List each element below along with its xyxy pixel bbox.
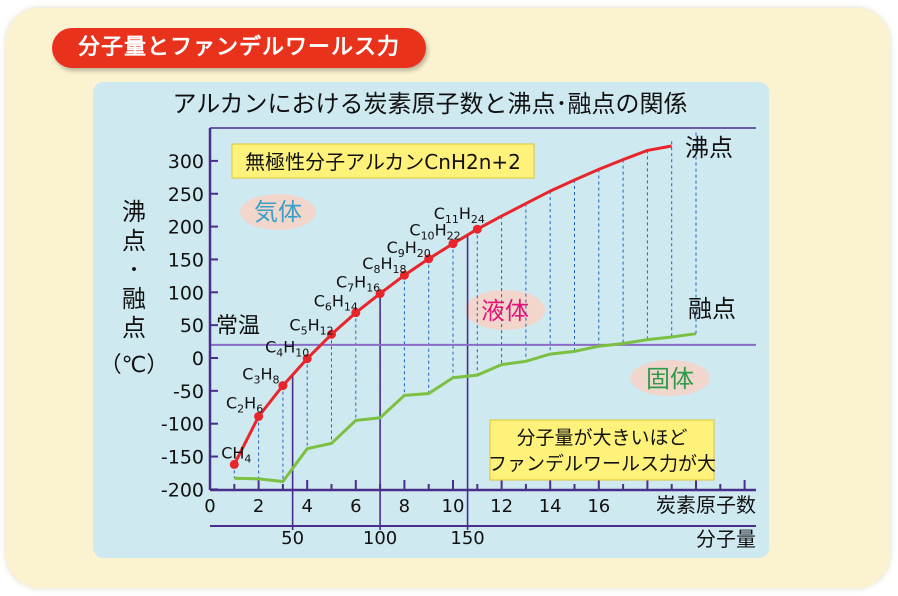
liquid-oval	[465, 290, 545, 330]
formula-label: C5H12	[289, 315, 333, 337]
melting-series-label: 融点	[688, 295, 736, 323]
x-tick-label: 8	[399, 496, 410, 517]
formula-box	[231, 143, 535, 179]
room-temperature-label: 常温	[216, 314, 260, 339]
y-tick-label: 200	[168, 217, 204, 239]
y-axis-title-char: 点	[122, 314, 146, 342]
y-tick-label: 50	[180, 315, 204, 337]
y-tick-label: -100	[161, 414, 204, 436]
x2-tick-label: 100	[363, 528, 397, 549]
note-line-1: 分子量が大きいほど	[516, 427, 687, 449]
formula-label: CH4	[221, 443, 251, 465]
x-tick-label: 6	[350, 496, 361, 517]
boiling-point-marker	[327, 329, 336, 339]
boiling-point-marker	[448, 239, 458, 249]
formula-label: C9H20	[387, 238, 431, 260]
x-tick-label: 2	[253, 496, 264, 517]
boiling-point-marker	[351, 308, 361, 318]
x-axis-title: 炭素原子数	[656, 493, 756, 517]
boiling-series-label: 沸点	[685, 134, 733, 162]
y-axis-title-char: ･	[128, 256, 140, 284]
boiling-point-marker	[375, 289, 385, 299]
y-axis-title-char: 融	[122, 285, 146, 313]
formula-label: C8H18	[362, 254, 406, 276]
melting-point-line	[234, 332, 697, 484]
boiling-point-marker	[302, 354, 312, 364]
note-line-2: ファンデルワールス力が大	[488, 453, 716, 475]
x2-tick-label: 150	[450, 528, 484, 549]
x-tick-label: 4	[301, 496, 312, 517]
phase-label-liquid: 液体	[481, 297, 529, 325]
x-tick-label: 12	[490, 496, 513, 517]
y-tick-label: 100	[168, 282, 204, 304]
formula-label: C4H10	[265, 338, 309, 360]
chart-title: アルカンにおける炭素原子数と沸点･融点の関係	[172, 90, 688, 118]
y-axis-title-char: 点	[122, 227, 146, 255]
y-tick-label: 150	[168, 249, 204, 271]
y-tick-label: -50	[173, 381, 204, 403]
x-tick-label: 16	[587, 496, 610, 517]
x2-tick-label: 50	[281, 528, 304, 549]
x-tick-label: 0	[204, 496, 215, 517]
x-tick-label: 10	[442, 496, 465, 517]
boiling-point-marker	[278, 381, 288, 391]
x-tick-label: 14	[539, 496, 562, 517]
formula-label: C11H24	[434, 204, 485, 226]
formula-label: C7H16	[336, 273, 380, 295]
formula-label: C3H8	[242, 365, 279, 387]
phase-label-gas: 気体	[254, 198, 302, 226]
topic-tag: 分子量とファンデルワールス力	[52, 28, 427, 68]
formula-box-text: 無極性分子アルカンCnH2n+2	[245, 150, 521, 174]
gas-oval	[240, 194, 316, 230]
formula-label: C6H14	[314, 292, 358, 314]
solid-oval	[630, 360, 710, 396]
boiling-point-marker	[229, 459, 239, 469]
boiling-point-marker	[424, 254, 434, 264]
formula-label: C2H6	[226, 393, 263, 415]
y-axis-unit: （℃）	[100, 353, 169, 378]
x2-axis-title: 分子量	[696, 527, 756, 551]
y-tick-label: -150	[161, 447, 204, 469]
boiling-point-marker	[399, 270, 409, 280]
y-tick-label: -200	[161, 479, 204, 501]
note-box	[489, 419, 715, 481]
phase-label-solid: 固体	[646, 365, 694, 393]
boiling-point-marker	[254, 411, 264, 421]
y-tick-label: 300	[168, 151, 204, 173]
formula-label: C10H22	[409, 221, 460, 243]
y-tick-label: 0	[192, 348, 204, 370]
boiling-point-marker	[472, 224, 482, 234]
y-axis-title-char: 沸	[122, 198, 146, 226]
y-tick-label: 250	[168, 184, 204, 206]
